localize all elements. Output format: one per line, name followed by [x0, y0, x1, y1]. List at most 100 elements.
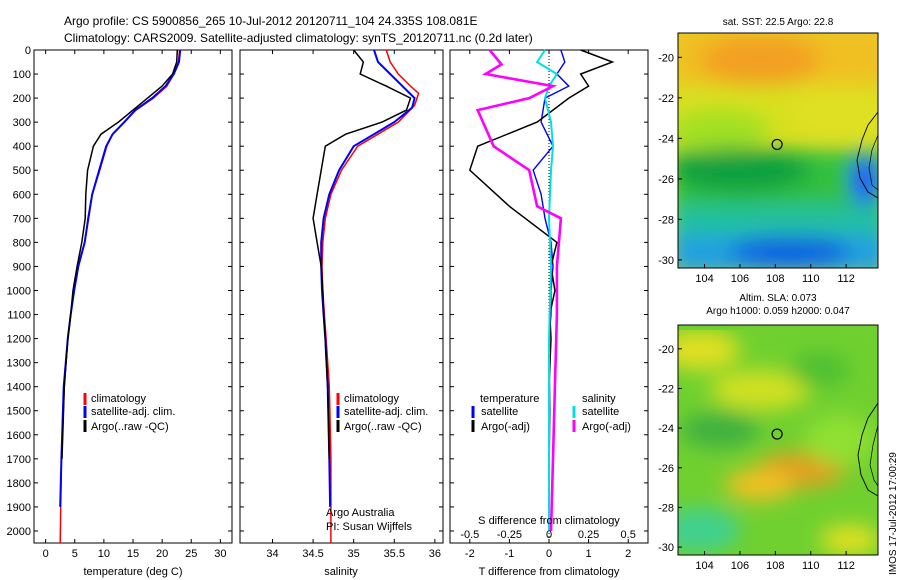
y-tick-label: 1200 [7, 334, 31, 346]
map-x-tick-label: 110 [802, 273, 820, 285]
map-x-tick-label: 106 [731, 273, 749, 285]
map-y-tick-label: -28 [658, 502, 674, 514]
s-tick-label: -0.5 [460, 529, 479, 541]
x-tick-label: 35.5 [384, 548, 405, 560]
map-y-tick-label: -26 [658, 174, 674, 186]
y-tick-label: 200 [13, 93, 31, 105]
y-tick-label: 1400 [7, 382, 31, 394]
legend-label-satellite: satellite-adj. clim. [344, 406, 428, 418]
series-line-argo-raw-qc- [312, 49, 412, 459]
y-tick-label: 400 [13, 141, 31, 153]
map-x-tick-label: 106 [731, 560, 749, 572]
y-tick-label: 2000 [7, 526, 31, 538]
x-tick-label: 35 [348, 548, 360, 560]
argo-position-marker [771, 138, 783, 151]
x-tick-label: 34 [266, 548, 278, 560]
map-y-tick-label: -26 [658, 463, 674, 475]
temperature-axes [33, 49, 233, 544]
series-line-satellite-adj-clim- [59, 49, 182, 507]
x-tick-label: 30 [214, 548, 226, 560]
y-tick-label: 600 [13, 189, 31, 201]
sla-map-frame [677, 324, 879, 556]
y-tick-label: 0 [25, 45, 31, 57]
x-tick-label: -1 [505, 548, 515, 560]
annotation-pi: PI: Susan Wijffels [326, 521, 412, 533]
s-tick-label: 0 [546, 529, 552, 541]
y-tick-label: 800 [13, 237, 31, 249]
series-line-climatology [321, 49, 420, 543]
difference-xlabel: T difference from climatology [479, 566, 620, 578]
salinity-legend: climatology satellite-adj. clim. Argo(..… [326, 393, 428, 533]
y-tick-label: 500 [13, 165, 31, 177]
map-x-tick-label: 104 [695, 560, 713, 572]
temperature-legend: climatology satellite-adj. clim. Argo(..… [83, 393, 175, 433]
map-y-tick-label: -20 [658, 344, 674, 356]
y-tick-label: 700 [13, 213, 31, 225]
y-tick-label: 100 [13, 69, 31, 81]
series-line-salinity-satellite [535, 49, 559, 531]
map-x-tick-label: 112 [837, 273, 855, 285]
y-tick-label: 1000 [7, 285, 31, 297]
sla-map: Altim. SLA: 0.073 Argo h1000: 0.059 h200… [658, 293, 879, 572]
y-tick-label: 900 [13, 261, 31, 273]
x-tick-label: 25 [185, 548, 197, 560]
footer-side-text: IMOS 17-Jul-2012 17:00:29 [888, 452, 899, 575]
s-tick-label: -0.25 [497, 529, 522, 541]
y-tick-label: 1600 [7, 430, 31, 442]
s-tick-label: 0.5 [621, 529, 636, 541]
series-line-satellite-adj-clim- [320, 49, 416, 507]
difference-xlabel-top: S difference from climatology [478, 515, 620, 527]
argo-position-marker [771, 428, 783, 440]
sst-map-frame [677, 32, 879, 269]
annotation-argo-australia: Argo Australia [326, 507, 395, 519]
series-line-argo-adj- [468, 49, 615, 531]
x-tick-label: 2 [625, 548, 631, 560]
legend-label-s-argo: Argo(-adj) [582, 421, 631, 433]
map-x-tick-label: 104 [695, 273, 713, 285]
s-tick-label: 0.25 [578, 529, 599, 541]
map-y-tick-label: -30 [658, 542, 674, 554]
salinity-xlabel: salinity [324, 566, 358, 578]
y-tick-label: 1900 [7, 502, 31, 514]
x-tick-label: 1 [586, 548, 592, 560]
legend-label-satellite: satellite-adj. clim. [91, 406, 175, 418]
x-tick-label: 0 [43, 548, 49, 560]
legend-label-climatology: climatology [91, 393, 147, 405]
series-line-salinity-argo-adj- [475, 49, 563, 532]
map-x-tick-label: 108 [766, 273, 784, 285]
y-tick-label: 1700 [7, 454, 31, 466]
x-tick-label: 10 [98, 548, 110, 560]
legend-label-argo: Argo(..raw -QC) [91, 421, 169, 433]
map-y-tick-label: -24 [658, 423, 674, 435]
legend-title-salinity: salinity [582, 393, 616, 405]
series-line-climatology [59, 49, 181, 544]
title-line-1: Argo profile: CS 5900856_265 10-Jul-2012… [64, 14, 477, 28]
temperature-xlabel: temperature (deg C) [83, 566, 182, 578]
legend-label-t-argo: Argo(-adj) [481, 421, 530, 433]
legend-title-temperature: temperature [480, 393, 539, 405]
x-tick-label: 36 [429, 548, 441, 560]
sst-map: sat. SST: 22.5 Argo: 22.8 104 106 108 110 11… [658, 17, 879, 285]
title-line-2: Climatology: CARS2009. Satellite-adjuste… [64, 31, 533, 45]
x-tick-label: -2 [465, 548, 475, 560]
sla-coastline [857, 402, 879, 497]
map-x-tick-label: 108 [766, 560, 784, 572]
difference-legend: temperature salinity satellite Argo(-adj… [471, 393, 631, 433]
legend-label-climatology: climatology [344, 393, 400, 405]
y-tick-label: 1800 [7, 478, 31, 490]
salinity-axes [239, 49, 444, 544]
y-tick-label: 1500 [7, 406, 31, 418]
sla-map-subtitle: Argo h1000: 0.059 h2000: 0.047 [706, 306, 850, 317]
y-tick-label: 300 [13, 117, 31, 129]
x-tick-label: 0 [546, 548, 552, 560]
sla-map-title: Altim. SLA: 0.073 [739, 293, 817, 304]
map-y-tick-label: -22 [658, 93, 674, 105]
x-tick-label: 15 [127, 548, 139, 560]
x-tick-label: 34.5 [302, 548, 323, 560]
map-y-tick-label: -22 [658, 383, 674, 395]
map-x-tick-label: 112 [837, 560, 855, 572]
sst-map-title: sat. SST: 22.5 Argo: 22.8 [723, 17, 834, 28]
sst-coastline [856, 111, 879, 199]
y-tick-label: 1100 [7, 310, 31, 322]
